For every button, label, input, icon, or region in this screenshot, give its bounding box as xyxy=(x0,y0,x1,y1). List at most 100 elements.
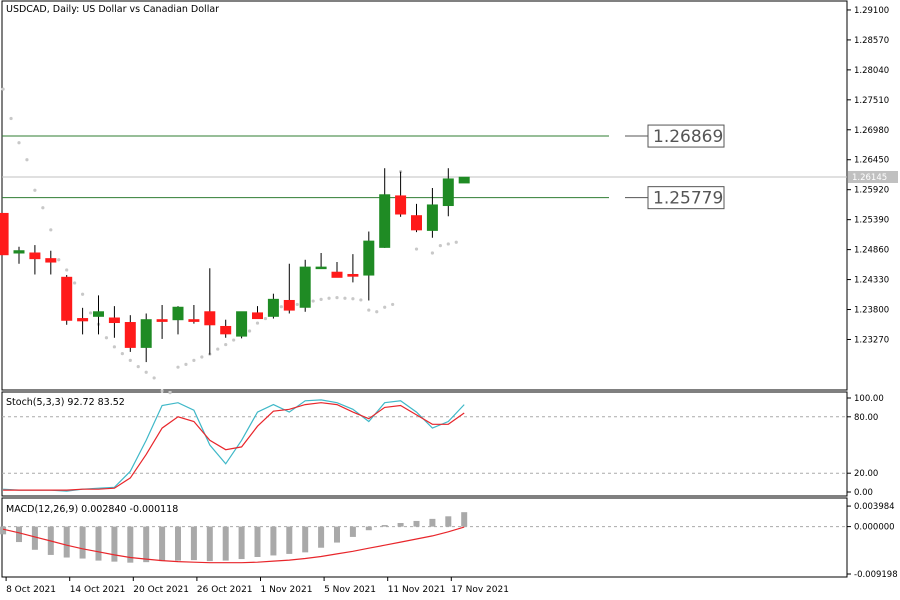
sar-dot xyxy=(438,244,442,248)
macd-title: MACD(12,26,9) 0.002840 -0.000118 xyxy=(6,504,178,515)
candle-body[interactable] xyxy=(347,273,359,277)
macd-signal-line xyxy=(2,526,465,564)
sar-dot xyxy=(57,258,61,262)
level-label-box xyxy=(647,186,725,210)
macd-histogram-bar xyxy=(334,526,340,543)
candle-body[interactable] xyxy=(220,325,232,335)
candle-body[interactable] xyxy=(61,276,73,321)
current-price-label: 1.26145 xyxy=(852,173,887,183)
sar-dot xyxy=(65,268,69,272)
macd-histogram-bar xyxy=(206,526,213,562)
macd-histogram-bar xyxy=(302,526,309,553)
candlesticks[interactable] xyxy=(0,168,470,363)
candle-body[interactable] xyxy=(236,311,248,337)
chart-title: USDCAD, Daily: US Dollar vs Canadian Dol… xyxy=(6,4,219,15)
candle-body[interactable] xyxy=(458,176,470,184)
stoch-tick-label: 0.00 xyxy=(854,488,873,498)
macd-tick-label: 0.003984 xyxy=(854,502,895,512)
candle-body[interactable] xyxy=(108,317,120,324)
candle-body[interactable] xyxy=(426,204,438,231)
stochastic-panel[interactable] xyxy=(1,391,848,497)
price-tick-label: 1.26450 xyxy=(854,156,889,166)
time-tick-label: 14 Oct 2021 xyxy=(70,585,126,595)
sar-dot xyxy=(351,297,355,301)
sar-dot xyxy=(224,342,228,347)
macd-tick-label: 0.000000 xyxy=(854,523,895,533)
sar-dot xyxy=(136,365,140,369)
sar-dot xyxy=(414,247,419,251)
time-axis: 8 Oct 2021 14 Oct 2021 20 Oct 2021 26 Oct 2… xyxy=(5,577,509,595)
candle-body[interactable] xyxy=(13,250,25,254)
macd-histogram-bar xyxy=(413,520,420,527)
sar-dot xyxy=(375,310,379,314)
candle-body[interactable] xyxy=(156,319,168,322)
sar-dot xyxy=(192,358,196,362)
time-tick-label: 20 Oct 2021 xyxy=(133,585,189,595)
sar-dot xyxy=(247,329,252,333)
sar-dot xyxy=(176,365,180,369)
macd-histogram-bar xyxy=(190,526,197,561)
price-tick-label: 1.26980 xyxy=(854,126,889,136)
macd-histogram-bar xyxy=(429,518,436,527)
sar-dot xyxy=(383,305,387,309)
candle-body[interactable] xyxy=(93,311,104,317)
candle-body[interactable] xyxy=(331,271,343,278)
sar-dot xyxy=(359,298,363,302)
candle-body[interactable] xyxy=(124,322,136,348)
sar-dot xyxy=(391,302,395,307)
candle-body[interactable] xyxy=(379,194,391,248)
candle-body[interactable] xyxy=(140,319,152,348)
candle-body[interactable] xyxy=(363,240,375,276)
current-price-box xyxy=(848,170,898,183)
macd-histogram-bar xyxy=(254,526,261,557)
candle-body[interactable] xyxy=(395,195,407,215)
sar-dot xyxy=(343,296,347,300)
time-tick-label: 17 Nov 2021 xyxy=(451,585,509,595)
sar-dot xyxy=(367,308,371,312)
price-tick-label: 1.25920 xyxy=(854,186,889,196)
candle-body[interactable] xyxy=(0,212,9,256)
candle-body[interactable] xyxy=(267,298,279,317)
candle-body[interactable] xyxy=(77,318,89,322)
sar-dot xyxy=(255,321,260,325)
macd-histogram-bar xyxy=(349,526,356,537)
sar-dot xyxy=(279,305,283,309)
macd-histogram-bar xyxy=(143,526,150,563)
candle-body[interactable] xyxy=(283,299,295,311)
macd-histogram-bar xyxy=(286,526,293,554)
price-tick-label: 1.24860 xyxy=(854,246,889,256)
sar-dot xyxy=(430,251,434,255)
candle-body[interactable] xyxy=(411,215,422,231)
macd-histogram-bar xyxy=(318,526,325,548)
sar-dot xyxy=(168,391,172,395)
sar-dot xyxy=(327,296,331,300)
time-tick-label: 8 Oct 2021 xyxy=(6,585,56,595)
sar-dot xyxy=(160,389,164,393)
candle-body[interactable] xyxy=(172,306,184,321)
price-tick-label: 1.23800 xyxy=(854,306,889,316)
candle-body[interactable] xyxy=(45,258,57,263)
sar-dot xyxy=(41,206,45,210)
sar-dot xyxy=(17,141,21,145)
sar-dot xyxy=(81,292,85,296)
candle-body[interactable] xyxy=(252,312,263,320)
macd-series: 0.003984 0.000000 -0.009198 xyxy=(0,502,898,580)
sar-dot xyxy=(9,116,13,121)
sar-dot xyxy=(184,362,188,366)
price-tick-label: 1.27510 xyxy=(854,96,889,106)
sar-dot xyxy=(311,299,315,303)
candle-body[interactable] xyxy=(299,266,311,308)
candle-body[interactable] xyxy=(204,311,216,326)
price-tick-label: 1.23270 xyxy=(854,335,889,345)
sar-dot xyxy=(120,352,124,356)
candle-body[interactable] xyxy=(442,178,454,207)
candle-body[interactable] xyxy=(315,266,327,270)
horizontal-lines[interactable]: 1.26869 1.25779 xyxy=(2,124,725,210)
candle-body[interactable] xyxy=(188,319,200,322)
price-tick-label: 1.24330 xyxy=(854,276,889,286)
parabolic-sar xyxy=(1,87,458,395)
level-label: 1.26869 xyxy=(653,127,723,147)
candle-body[interactable] xyxy=(29,252,41,260)
macd-histogram-bar xyxy=(0,526,7,535)
